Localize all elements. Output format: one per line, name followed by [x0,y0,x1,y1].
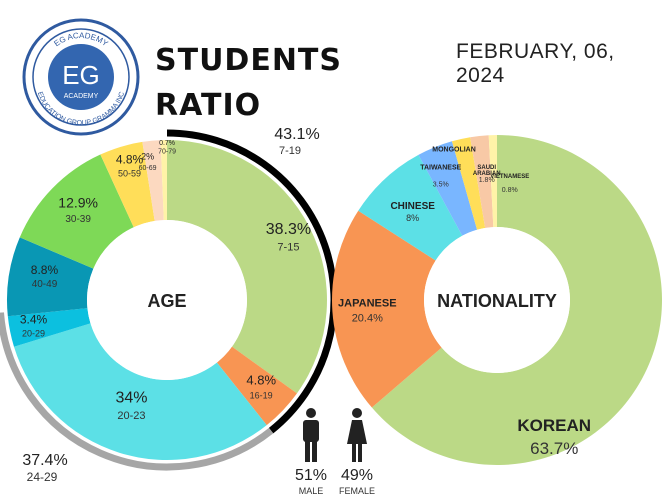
slice-label-mongolian: MONGOLIAN [432,146,476,153]
slice-16-19 [216,346,297,426]
slice-mongolian [451,137,486,230]
slice-30-39 [19,154,134,269]
slice-label-taiwanese: TAIWANESE [420,164,461,171]
logo-sub: ACADEMY [64,93,99,100]
donut-center-label: AGE [147,291,186,311]
slice-label-saudi-arabian: SAUDI [477,165,496,171]
academy-logo: EG ACADEMY EDUCATION GROUP GRAMMA INC EG… [22,18,140,136]
slice-value-70-79: 0.7% [159,140,175,147]
slice-label-20-23: 20-23 [117,410,145,422]
slice-label-70-79: 70-79 [158,148,176,155]
slice-korean [371,135,663,465]
slice-value-7-15: 38.3% [266,221,311,238]
donut-center-label: NATIONALITY [437,291,557,311]
male-label: MALE [298,486,324,496]
slice-label-korean: KOREAN [517,416,591,435]
title-line-2: RATIO [155,88,262,123]
group-label-7-19: 7-19 [279,145,301,157]
slice-value-40-49: 8.8% [31,263,59,277]
slice-label-30-39: 30-39 [65,214,91,225]
age-donut-chart: AGE 38.3% 7-15 4.8% 16-19 34% 20-23 3.4% 20-29 8.… [0,126,338,484]
slice-label-chinese: CHINESE [390,201,435,212]
slice-label-60-69: 60-69 [139,165,157,172]
slice-70-79 [160,140,167,221]
slice-value-20-29: 3.4% [20,313,48,327]
slice-label-saudi-arabian-1: ARABIAN [473,171,501,177]
slice-label-16-19: 16-19 [250,390,273,400]
slice-7-15 [167,140,328,394]
logo-inner-ring [32,28,130,126]
slice-japanese [331,210,442,408]
slice-label-50-59: 50-59 [118,168,141,178]
group-label-24-29: 24-29 [27,470,58,484]
donut-hole [424,227,570,373]
slice-value-vietnamese: 0.8% [502,187,518,194]
slice-value-japanese: 20.4% [352,312,383,324]
logo-center [48,44,114,110]
slice-value-chinese: 8% [406,213,419,223]
slice-40-49 [7,237,94,317]
slice-label-vietnamese: VIETNAMESE [490,174,529,180]
group-value-24-29: 37.4% [22,452,67,469]
slice-60-69 [142,140,164,221]
female-percent: 49% [340,467,374,484]
slice-vietnamese [488,135,497,228]
slice-label-japanese: JAPANESE [338,297,396,309]
slice-value-saudi-arabian: 1.8% [479,177,495,184]
slice-20-23 [13,323,267,460]
slice-value-50-59: 4.8% [116,153,144,167]
slice-value-60-69: 2% [141,152,154,162]
donut-hole [87,220,247,380]
slice-chinese [358,154,463,261]
slice-50-59 [100,141,155,228]
slice-value-30-39: 12.9% [58,195,98,211]
report-date: FEBRUARY, 06, 2024 [456,40,615,87]
slice-value-16-19: 4.8% [246,373,276,388]
slice-value-korean: 63.7% [530,439,578,458]
logo-letters: EG [62,60,100,90]
female-icon [347,408,367,462]
slice-label-7-15: 7-15 [277,241,299,253]
slice-label-20-29: 20-29 [22,329,45,339]
group-arc-7-19 [166,129,338,434]
male-icon [303,408,319,462]
slice-label-40-49: 40-49 [32,279,58,290]
group-arc-24-29 [0,312,274,471]
female-label: FEMALE [338,486,375,496]
slice-value-20-23: 34% [115,390,147,407]
slice-20-29 [7,308,91,347]
slice-saudi-arabian [470,135,494,228]
page-title: STUDENTS RATIO [155,38,342,128]
nationality-donut-chart: NATIONALITY KOREAN 63.7% JAPANESE 20.4% CHINE… [331,135,663,465]
title-line-1: STUDENTS [155,43,343,78]
male-percent: 51% [294,467,328,484]
slice-taiwanese [418,141,478,236]
group-value-7-19: 43.1% [274,126,319,143]
slice-value-taiwanese: 3.5% [433,181,449,188]
